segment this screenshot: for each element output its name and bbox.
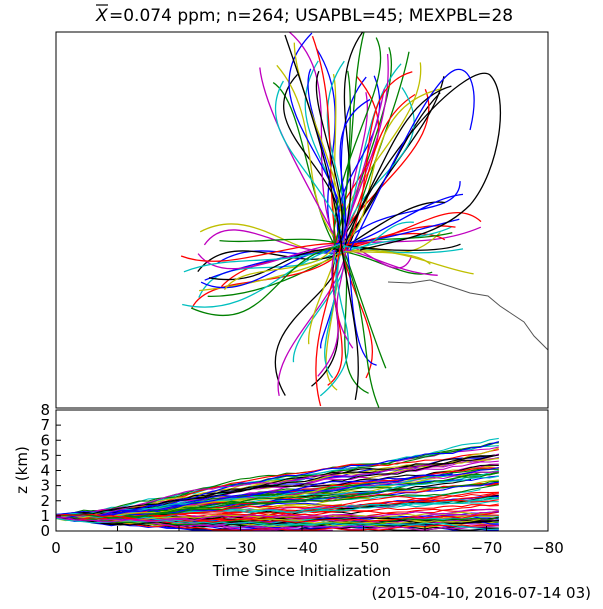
map-series-line	[340, 241, 387, 369]
altitude-series-line	[56, 466, 499, 518]
title-symbol: X	[95, 6, 108, 26]
map-series-line	[340, 88, 442, 245]
map-series-line	[319, 246, 349, 397]
map-series-line	[341, 247, 374, 379]
altitude-series-line	[56, 492, 370, 521]
map-series-line	[277, 252, 347, 397]
x-tick-label: −60	[409, 539, 441, 557]
map-series-line	[311, 35, 338, 247]
x-tick-label: −70	[471, 539, 503, 557]
y-tick-label: 0	[40, 522, 50, 540]
map-series-line	[337, 244, 380, 408]
x-axis: 0 −10 −20 −30 −40 −50 −60 −70 −80	[51, 526, 564, 557]
altitude-series-line	[56, 517, 481, 525]
x-tick-label: −30	[225, 539, 257, 557]
y-tick-label: 4	[40, 462, 50, 480]
x-axis-label: Time Since Initialization	[212, 562, 391, 580]
map-series-line	[180, 242, 343, 262]
map-series-line	[190, 245, 344, 316]
x-tick-label: −80	[532, 539, 564, 557]
map-series-line	[339, 232, 446, 255]
map-series-line	[333, 32, 365, 246]
map-series-line	[223, 244, 336, 291]
map-border-line	[387, 279, 548, 351]
y-tick-label: 6	[40, 431, 50, 449]
map-series-line	[288, 32, 340, 251]
altitude-series-line	[56, 513, 499, 524]
x-tick-label: 0	[51, 539, 61, 557]
altitude-trajectories	[56, 437, 499, 531]
map-series-line	[349, 68, 475, 251]
map-series-line	[339, 98, 371, 242]
map-series-line	[317, 249, 339, 377]
map-series-line	[334, 32, 364, 256]
y-tick-label: 2	[40, 492, 50, 510]
map-series-line	[208, 248, 344, 281]
map-series-line	[341, 246, 369, 394]
x-tick-label: −20	[163, 539, 195, 557]
y-tick-label: 3	[40, 477, 50, 495]
map-series-line	[334, 249, 474, 275]
y-tick-label: 8	[40, 401, 50, 419]
y-axis-label: z (km)	[13, 446, 31, 494]
map-series-line	[344, 72, 501, 251]
map-series-line	[197, 248, 345, 272]
map-series-line	[315, 70, 344, 252]
altitude-series-line	[56, 453, 499, 520]
x-tick-label: −50	[348, 539, 380, 557]
y-tick-label: 1	[40, 507, 50, 525]
map-series-line	[284, 34, 343, 249]
y-tick-label: 7	[40, 416, 50, 434]
map-trajectories	[180, 32, 501, 408]
altitude-series-line	[56, 510, 499, 523]
title-text: =0.074 ppm; n=264; USAPBL=45; MEXPBL=28	[109, 6, 513, 26]
x-tick-label: −40	[286, 539, 318, 557]
altitude-series-line	[56, 504, 499, 521]
map-series-line	[219, 238, 346, 247]
map-series-line	[340, 246, 359, 401]
map-series-line	[199, 252, 346, 292]
map-series-line	[345, 251, 431, 265]
date-range-footnote: (2015-04-10, 2016-07-14 03)	[372, 584, 591, 602]
altitude-series-line	[56, 454, 499, 517]
map-panel	[55, 31, 549, 409]
map-series-line	[338, 248, 438, 276]
y-tick-label: 5	[40, 446, 50, 464]
map-series-line	[346, 225, 456, 246]
altitude-series-line	[56, 517, 499, 530]
map-series-line	[204, 252, 342, 281]
x-tick-label: −10	[102, 539, 134, 557]
map-series-line	[344, 211, 482, 249]
map-series-line	[343, 221, 414, 249]
map-series-line	[342, 88, 385, 247]
altitude-series-line	[56, 480, 499, 519]
map-series-line	[272, 82, 339, 252]
map-series-line	[276, 64, 342, 246]
map-series-line	[315, 243, 342, 407]
map-series-line	[207, 249, 345, 297]
map-series-line	[320, 254, 338, 349]
chart-title: X =0.074 ppm; n=264; USAPBL=45; MEXPBL=2…	[95, 4, 513, 26]
map-frame	[55, 31, 549, 409]
map-series-line	[345, 243, 377, 366]
map-series-line	[343, 71, 413, 252]
map-series-line	[307, 68, 341, 242]
map-series-line	[182, 246, 342, 308]
